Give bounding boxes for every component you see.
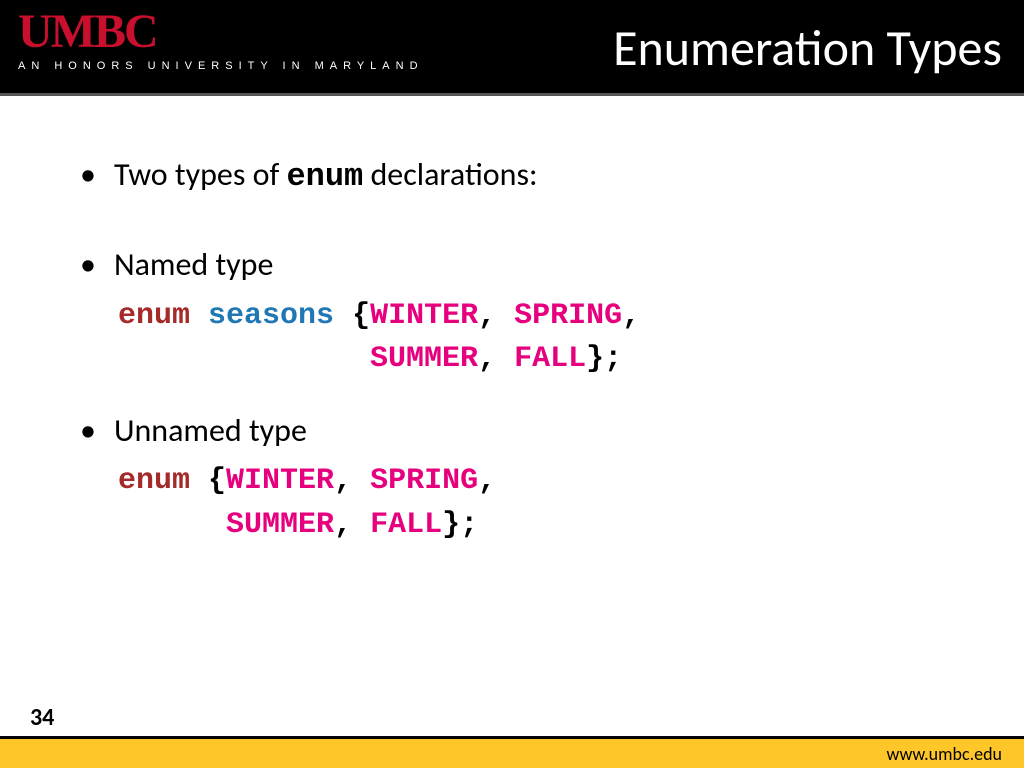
code-comma: , — [478, 299, 496, 333]
code-val-spring: SPRING — [370, 464, 478, 498]
code-indent — [118, 508, 226, 542]
code-comma: , — [622, 299, 640, 333]
code-keyword: enum — [118, 464, 190, 498]
code-indent — [118, 342, 370, 376]
code-val-winter: WINTER — [370, 299, 478, 333]
logo-text: UMBC — [18, 8, 424, 56]
code-val-fall: FALL — [514, 342, 586, 376]
bullet-dot-icon: • — [80, 156, 96, 194]
code-comma: , — [478, 464, 496, 498]
footer-url: www.umbc.edu — [887, 743, 1002, 765]
slide-header: UMBC AN HONORS UNIVERSITY IN MARYLAND En… — [0, 0, 1024, 96]
bullet-dot-icon: • — [80, 412, 96, 450]
page-number: 34 — [30, 703, 54, 732]
bullet1-suffix: declarations: — [363, 155, 537, 194]
code-comma: , — [478, 342, 496, 376]
bullet-text-3: Unnamed type — [114, 412, 307, 450]
bullet-item-1: • Two types of enum declarations: — [60, 156, 964, 196]
code-val-spring: SPRING — [514, 299, 622, 333]
code-typename: seasons — [208, 299, 334, 333]
slide-title: Enumeration Types — [613, 18, 1002, 79]
umbc-logo: UMBC AN HONORS UNIVERSITY IN MARYLAND — [18, 8, 424, 72]
slide-content: • Two types of enum declarations: • Name… — [0, 96, 1024, 547]
logo-tagline: AN HONORS UNIVERSITY IN MARYLAND — [18, 60, 424, 72]
slide-footer: www.umbc.edu — [0, 736, 1024, 768]
bullet-item-3: • Unnamed type — [60, 412, 964, 450]
code-comma: , — [334, 464, 352, 498]
code-comma: , — [334, 508, 352, 542]
code-close: }; — [586, 342, 622, 376]
code-block-named: enum seasons {WINTER, SPRING, SUMMER, FA… — [118, 295, 964, 382]
code-val-fall: FALL — [370, 508, 442, 542]
code-val-summer: SUMMER — [226, 508, 334, 542]
code-keyword: enum — [118, 299, 190, 333]
slide: UMBC AN HONORS UNIVERSITY IN MARYLAND En… — [0, 0, 1024, 768]
bullet1-prefix: Two types of — [114, 155, 287, 194]
bullet-text-1: Two types of enum declarations: — [114, 156, 538, 196]
bullet-dot-icon: • — [80, 246, 96, 284]
code-open-brace: { — [352, 299, 370, 333]
code-close: }; — [442, 508, 478, 542]
bullet-item-2: • Named type — [60, 246, 964, 284]
code-block-unnamed: enum {WINTER, SPRING, SUMMER, FALL}; — [118, 460, 964, 547]
bullet-text-2: Named type — [114, 246, 273, 284]
code-val-summer: SUMMER — [370, 342, 478, 376]
bullet1-code: enum — [286, 158, 363, 195]
code-open-brace: { — [208, 464, 226, 498]
code-val-winter: WINTER — [226, 464, 334, 498]
